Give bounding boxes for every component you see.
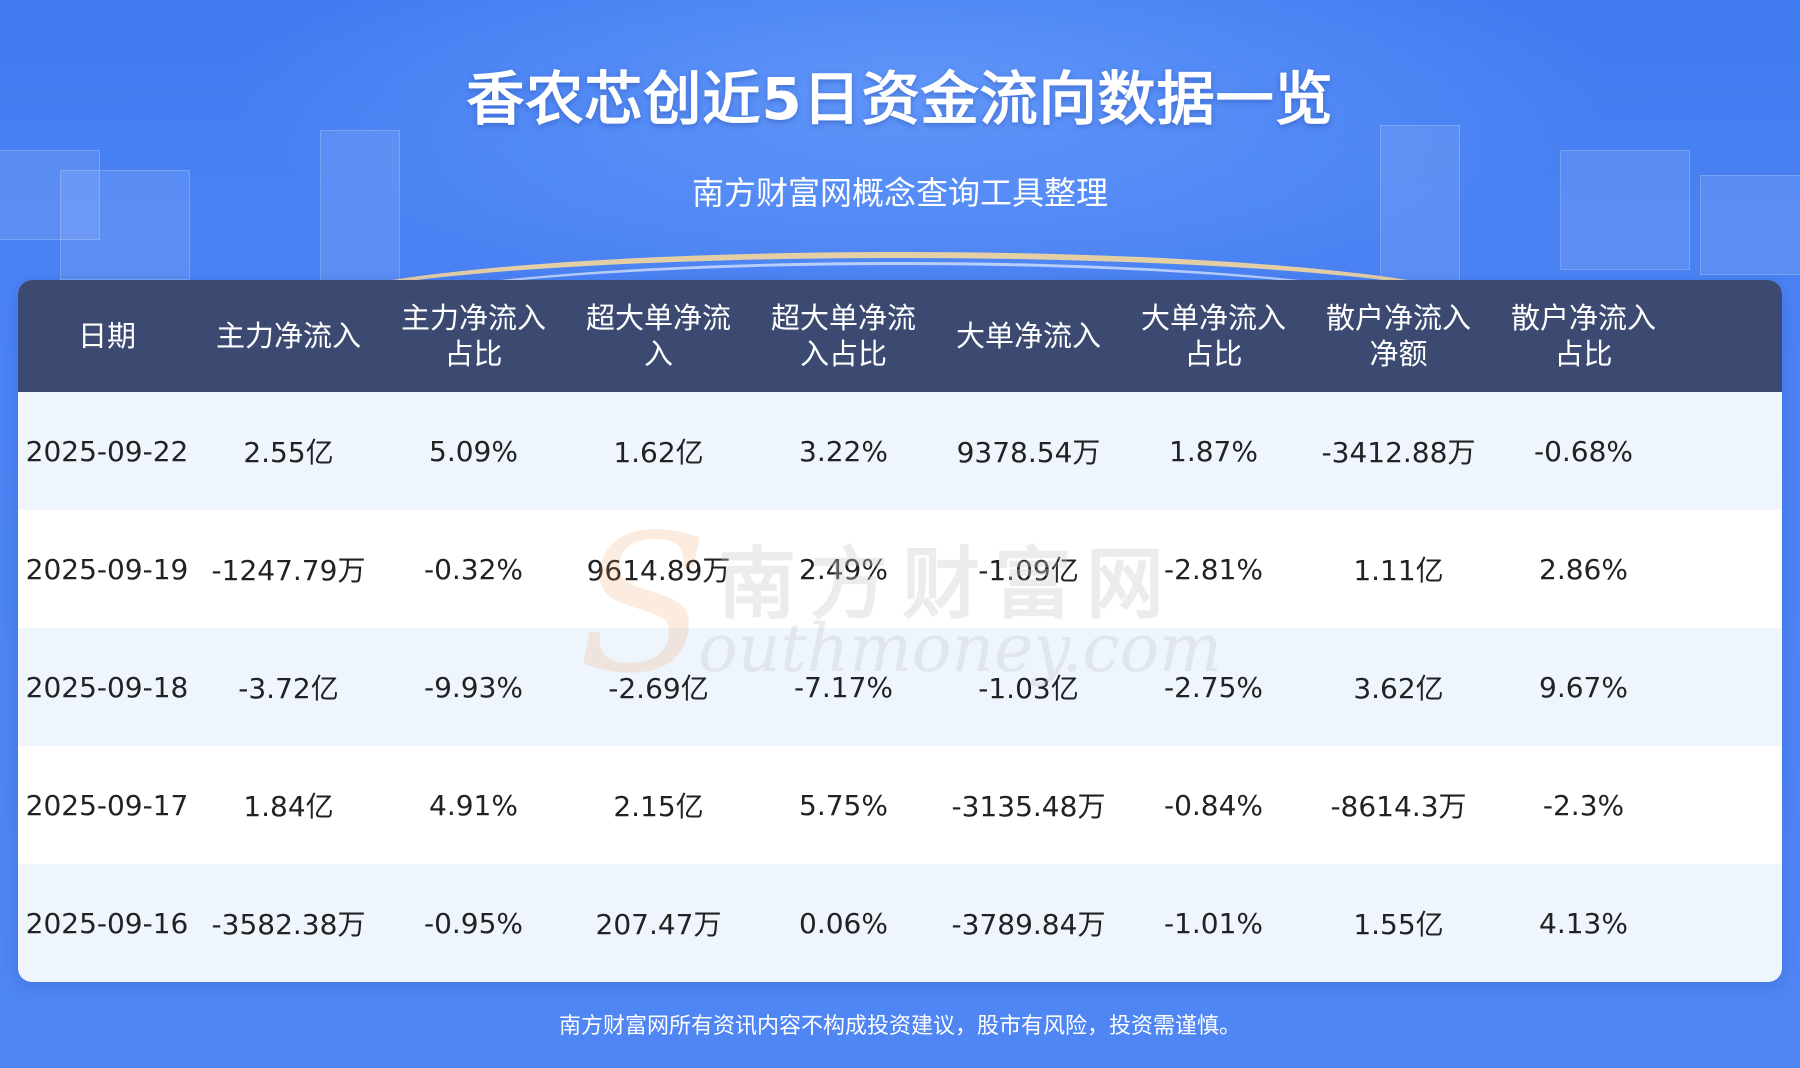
value-cell: -3412.88万: [1321, 436, 1476, 469]
value-cell: 1.62亿: [613, 436, 704, 469]
value-cell: 5.09%: [429, 434, 518, 468]
value-cell: -9.93%: [423, 670, 524, 704]
table-row: 2025-09-16 -3582.38万 -0.95% 207.47万 0.06% -37…: [18, 864, 1782, 982]
value-cell: -2.75%: [1163, 670, 1264, 704]
table-row: 2025-09-19 -1247.79万 -0.32% 9614.89万 2.49% -1…: [18, 510, 1782, 628]
date-cell: 2025-09-18: [25, 670, 189, 704]
value-cell: -0.68%: [1533, 434, 1634, 468]
value-cell: 1.87%: [1169, 434, 1258, 468]
value-cell: -3.72亿: [238, 672, 339, 705]
value-cell: 2.15亿: [613, 790, 704, 823]
value-cell: -2.69亿: [608, 672, 709, 705]
value-cell: -2.81%: [1163, 552, 1264, 586]
table-row: 2025-09-22 2.55亿 5.09% 1.62亿 3.22% 9378.54万 1.…: [18, 392, 1782, 510]
column-header: 散户净流入 净额: [1325, 301, 1471, 371]
value-cell: -2.3%: [1542, 788, 1625, 822]
value-cell: 1.55亿: [1353, 908, 1444, 941]
value-cell: 9614.89万: [586, 554, 731, 587]
page-title: 香农芯创近5日资金流向数据一览: [466, 65, 1334, 133]
column-header: 大单净流入: [955, 319, 1101, 353]
value-cell: 2.86%: [1539, 552, 1628, 586]
column-header: 主力净流入 占比: [400, 301, 546, 371]
date-cell: 2025-09-16: [25, 906, 189, 940]
value-cell: -3582.38万: [211, 908, 366, 941]
value-cell: -1247.79万: [211, 554, 366, 587]
value-cell: 4.13%: [1539, 906, 1628, 940]
date-cell: 2025-09-19: [25, 552, 189, 586]
column-header: 大单净流入 占比: [1140, 301, 1286, 371]
value-cell: -1.01%: [1163, 906, 1264, 940]
value-cell: -0.32%: [423, 552, 524, 586]
date-cell: 2025-09-17: [25, 788, 189, 822]
value-cell: -8614.3万: [1330, 790, 1467, 823]
value-cell: 1.84亿: [243, 790, 334, 823]
value-cell: 4.91%: [429, 788, 518, 822]
table-row: 2025-09-17 1.84亿 4.91% 2.15亿 5.75% -3135.48万 -…: [18, 746, 1782, 864]
value-cell: -3789.84万: [951, 908, 1106, 941]
value-cell: 5.75%: [799, 788, 888, 822]
value-cell: -0.95%: [423, 906, 524, 940]
table-header: 日期 主力净流入 主力净流入 占比 超大单净流 入超大单净流 入占比 大单净流入 大单净流…: [18, 280, 1782, 392]
value-cell: 1.11亿: [1353, 554, 1444, 587]
column-header: 主力净流入: [215, 319, 361, 353]
value-cell: -3135.48万: [951, 790, 1106, 823]
table-row: 2025-09-18 -3.72亿 -9.93% -2.69亿 -7.17% -1.03亿…: [18, 628, 1782, 746]
column-header: 超大单净流 入占比: [770, 301, 916, 371]
header-background: [0, 0, 1800, 290]
page-subtitle: 南方财富网概念查询工具整理: [691, 174, 1108, 212]
column-header: 散户净流入 占比: [1510, 301, 1656, 371]
column-header: 日期: [77, 319, 136, 353]
value-cell: 2.55亿: [243, 436, 334, 469]
value-cell: -1.09亿: [978, 554, 1079, 587]
column-header: 超大单净流 入: [585, 301, 731, 371]
fund-flow-table: 日期 主力净流入 主力净流入 占比 超大单净流 入超大单净流 入占比 大单净流入 大单净流…: [18, 280, 1782, 982]
table-body: 2025-09-22 2.55亿 5.09% 1.62亿 3.22% 9378.54万 1.…: [18, 392, 1782, 982]
value-cell: 207.47万: [595, 908, 722, 941]
value-cell: 0.06%: [799, 906, 888, 940]
value-cell: 9.67%: [1539, 670, 1628, 704]
value-cell: 2.49%: [799, 552, 888, 586]
disclaimer-footer: 南方财富网所有资讯内容不构成投资建议，股市有风险，投资需谨慎。: [558, 1014, 1241, 1039]
value-cell: -0.84%: [1163, 788, 1264, 822]
value-cell: 3.62亿: [1353, 672, 1444, 705]
value-cell: -7.17%: [793, 670, 894, 704]
value-cell: 9378.54万: [956, 436, 1101, 469]
value-cell: -1.03亿: [978, 672, 1079, 705]
date-cell: 2025-09-22: [25, 434, 189, 468]
value-cell: 3.22%: [799, 434, 888, 468]
